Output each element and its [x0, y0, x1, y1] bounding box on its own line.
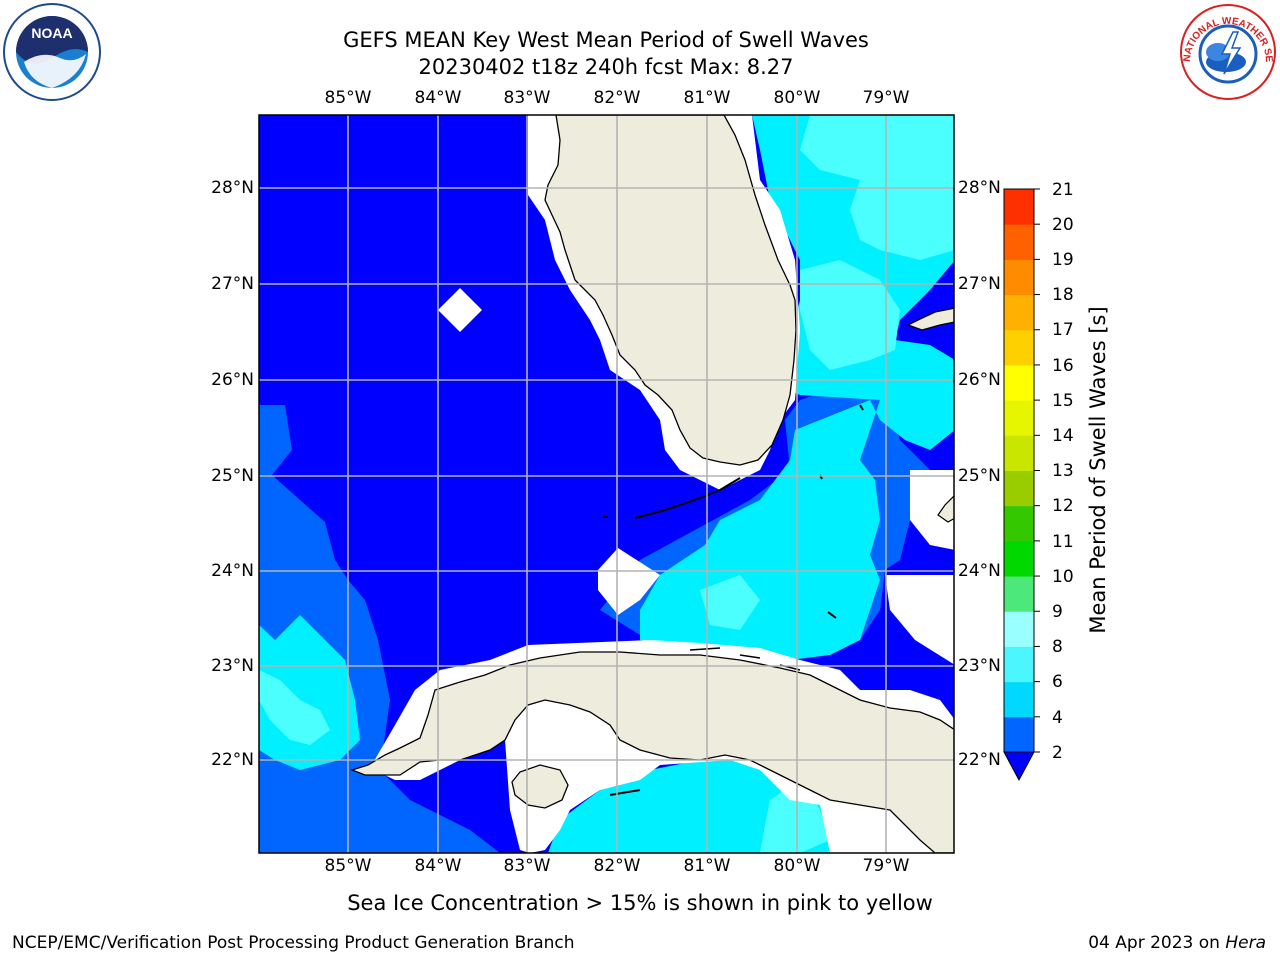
colorbar-tick-label: 10 [1052, 567, 1074, 587]
lat-label-left: 28°N [211, 178, 254, 198]
lon-label-bottom: 79°W [862, 856, 910, 876]
colorbar-segment [1004, 329, 1034, 366]
footer-date-text: 04 Apr 2023 on [1088, 933, 1226, 953]
colorbar-tick-label: 20 [1052, 215, 1074, 235]
lon-label-top: 84°W [414, 88, 462, 108]
footer-date: 04 Apr 2023 on Hera [1088, 933, 1266, 953]
small-cays [603, 404, 864, 796]
colorbar-segment [1004, 435, 1034, 471]
isla-juventud-land [511, 764, 569, 809]
lat-label-right: 25°N [958, 466, 1001, 486]
colorbar-segment [1004, 540, 1034, 577]
lat-label-left: 22°N [211, 750, 254, 770]
lon-label-bottom: 84°W [414, 856, 462, 876]
period-6-8-region-mid [800, 260, 900, 370]
noaa-logo: NOAA [3, 3, 101, 101]
colorbar-segment [1004, 224, 1034, 260]
lon-label-top: 81°W [683, 88, 731, 108]
lon-label-top: 83°W [503, 88, 551, 108]
lat-label-left: 24°N [211, 561, 254, 581]
sea-ice-note: Sea Ice Concentration > 15% is shown in … [347, 891, 933, 915]
colorbar [1003, 188, 1040, 782]
colorbar-segment [1004, 470, 1034, 507]
lon-label-bottom: 83°W [503, 856, 551, 876]
colorbar-tick-label: 13 [1052, 461, 1074, 481]
colorbar-tick-label: 6 [1052, 672, 1063, 692]
lon-label-bottom: 85°W [324, 856, 372, 876]
colorbar-tick-label: 16 [1052, 356, 1074, 376]
colorbar-segment [1004, 646, 1034, 683]
andros-land [937, 495, 954, 523]
florida-keys [634, 477, 741, 519]
colorbar-tick-label: 19 [1052, 250, 1074, 270]
lat-label-right: 23°N [958, 656, 1001, 676]
colorbar-tick-label: 11 [1052, 532, 1074, 552]
map-frame [258, 114, 955, 854]
lat-label-left: 26°N [211, 370, 254, 390]
colorbar-tick-label: 12 [1052, 496, 1074, 516]
lat-label-right: 28°N [958, 178, 1001, 198]
colorbar-segment [1004, 611, 1034, 647]
lat-label-right: 22°N [958, 750, 1001, 770]
colorbar-segment [1004, 681, 1034, 718]
lon-label-bottom: 81°W [683, 856, 731, 876]
colorbar-tick-label: 4 [1052, 708, 1063, 728]
colorbar-segment [1004, 716, 1034, 753]
colorbar-segment [1004, 364, 1034, 401]
map-gridlines [259, 115, 954, 853]
lon-label-top: 79°W [862, 88, 910, 108]
nodata-bahamas-east [910, 470, 954, 550]
colorbar-tick-label: 9 [1052, 602, 1063, 622]
chart-subtitle-run: 20230402 t18z 240h fcst Max: 8.27 [418, 55, 794, 79]
colorbar-tick-label: 18 [1052, 285, 1074, 305]
lat-label-left: 23°N [211, 656, 254, 676]
lat-label-right: 26°N [958, 370, 1001, 390]
colorbar-tick-label: 17 [1052, 320, 1074, 340]
lon-label-bottom: 82°W [593, 856, 641, 876]
lat-label-right: 27°N [958, 274, 1001, 294]
nws-logo: NATIONAL WEATHER SERVICE [1178, 2, 1276, 100]
noaa-logo-text: NOAA [31, 25, 72, 41]
colorbar-title: Mean Period of Swell Waves [s] [1086, 306, 1110, 634]
lat-label-left: 27°N [211, 274, 254, 294]
bahamas-land [906, 307, 954, 331]
lon-label-top: 85°W [324, 88, 372, 108]
chart-title: GEFS MEAN Key West Mean Period of Swell … [343, 28, 869, 52]
colorbar-tick-label: 14 [1052, 426, 1074, 446]
colorbar-segment [1004, 259, 1034, 296]
period-6-8-region-straits [700, 575, 760, 630]
colorbar-segment [1004, 505, 1034, 542]
period-6-8-region-south [760, 780, 830, 853]
florida-land [544, 115, 797, 466]
footer-producer: NCEP/EMC/Verification Post Processing Pr… [12, 933, 575, 953]
lat-label-left: 25°N [211, 466, 254, 486]
nodata-bahamas-south [885, 575, 954, 665]
lon-label-bottom: 80°W [773, 856, 821, 876]
lat-label-right: 24°N [958, 561, 1001, 581]
footer-host: Hera [1225, 933, 1266, 953]
colorbar-segment [1004, 294, 1034, 331]
period-6-8-region-west [259, 670, 330, 745]
nodata-dry-tortugas [598, 548, 660, 615]
colorbar-tick-label: 15 [1052, 391, 1074, 411]
nodata-island-gulf [438, 288, 482, 332]
colorbar-tick-label: 2 [1052, 743, 1063, 763]
lon-label-top: 80°W [773, 88, 821, 108]
colorbar-tick-label: 8 [1052, 637, 1063, 657]
colorbar-segment [1004, 189, 1034, 225]
colorbar-segment [1004, 576, 1034, 612]
lon-label-top: 82°W [593, 88, 641, 108]
colorbar-segment [1004, 400, 1034, 436]
colorbar-tick-label: 21 [1052, 180, 1074, 200]
